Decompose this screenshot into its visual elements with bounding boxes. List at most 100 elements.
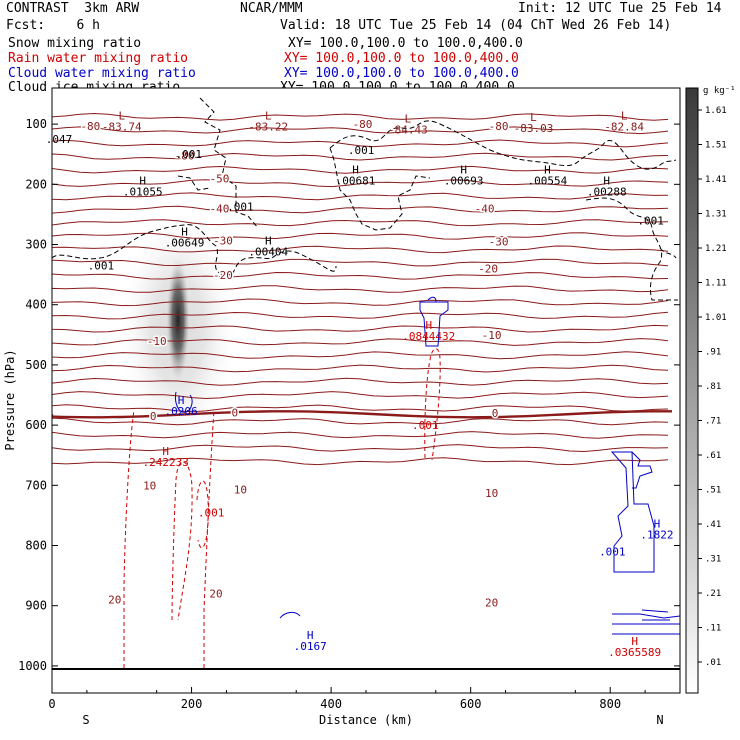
temperature-label: 10 — [143, 479, 156, 492]
colorbar-label: .21 — [705, 589, 721, 599]
y-axis-label: Pressure (hPa) — [3, 349, 17, 450]
field-rain-name: Rain water mixing ratio — [8, 51, 189, 66]
isotherm — [52, 152, 669, 161]
extremum-kind: H — [181, 225, 188, 238]
init-time: Init: 12 UTC Tue 25 Feb 14 — [518, 1, 722, 16]
isotherm — [52, 444, 669, 453]
cloud-ice-contour — [52, 97, 678, 301]
model-title: CONTRAST 3km ARW — [6, 1, 140, 16]
temperature-label: 0 — [492, 407, 499, 420]
x-axis-label: Distance (km) — [319, 713, 413, 727]
contour-label: .001 — [637, 214, 664, 227]
temperature-label: -10 — [147, 335, 167, 348]
isotherm — [52, 165, 669, 174]
extremum-value: .00288 — [587, 185, 627, 198]
isotherm — [52, 431, 669, 439]
isotherm — [52, 126, 669, 135]
isotherm — [52, 351, 669, 360]
isotherm — [52, 391, 669, 400]
temperature-label: -80 — [489, 120, 509, 133]
colorbar-label: .81 — [705, 382, 721, 392]
temperature-label: -20 — [478, 263, 498, 276]
colorbar-label: .41 — [705, 520, 721, 530]
isotherm — [52, 258, 669, 267]
contour-label: .001 — [227, 201, 254, 214]
isotherm — [52, 404, 669, 413]
isotherm — [52, 324, 669, 333]
temperature-label: 10 — [234, 484, 247, 497]
valid-time: Valid: 18 UTC Tue 25 Feb 14 (04 ChT Wed … — [280, 18, 672, 33]
field-snow-name: Snow mixing ratio — [8, 36, 142, 51]
extremum-value: .0844432 — [402, 330, 455, 343]
temperature-label: -40 — [210, 202, 230, 215]
isotherm — [52, 139, 669, 148]
x-tick-label: 600 — [460, 697, 482, 711]
y-tick-label: 400 — [25, 298, 47, 312]
extremum-kind: L — [530, 111, 537, 124]
y-tick-label: 900 — [25, 599, 47, 613]
y-tick-label: 800 — [25, 539, 47, 553]
colorbar-unit: g kg⁻¹ — [703, 86, 736, 96]
temperature-label: -80 — [80, 120, 100, 133]
extremum-kind: H — [544, 163, 551, 176]
extremum-kind: L — [265, 109, 272, 122]
end-label-right: N — [656, 713, 663, 727]
x-tick-label: 400 — [320, 697, 342, 711]
extremum-kind: H — [603, 174, 610, 187]
temperature-label: -40 — [475, 202, 495, 215]
colorbar-label: .71 — [705, 417, 721, 427]
center-label: NCAR/MMM — [240, 1, 303, 16]
extremum-value: .1822 — [640, 528, 673, 541]
isotherm — [52, 232, 669, 240]
colorbar-label: .51 — [705, 486, 721, 496]
temperature-label: -50 — [210, 172, 230, 185]
extremum-value: .00554 — [528, 174, 568, 187]
colorbar-label: .01 — [705, 658, 721, 668]
colorbar-ticks: .01 .11 .21 .31 .41 .51 .61 .71 .81 .91 1.01 1.11 1.… — [698, 106, 727, 668]
extremum-kind: H — [460, 163, 467, 176]
temperature-contours — [52, 112, 672, 466]
temperature-label: 20 — [209, 588, 222, 601]
colorbar-label: .31 — [705, 555, 721, 565]
extremum-kind: H — [425, 319, 432, 332]
contour-label: .001 — [348, 144, 375, 157]
forecast-hour: Fcst: 6 h — [6, 18, 100, 33]
extremum-kind: H — [178, 394, 185, 407]
temperature-label: 20 — [108, 594, 121, 607]
extremum-value: .00681 — [336, 174, 376, 187]
extremum-value: .0206 — [165, 405, 198, 418]
extremum-kind: L — [405, 112, 412, 125]
cloud-water-contour — [175, 296, 680, 635]
extremum-value: .242233 — [143, 456, 189, 469]
colorbar-label: 1.51 — [705, 141, 727, 151]
field-cloudwater-name: Cloud water mixing ratio — [8, 66, 196, 81]
y-tick-label: 500 — [25, 358, 47, 372]
temperature-label: 20 — [485, 597, 498, 610]
contour-label: .001 — [412, 419, 439, 432]
extremum-kind: H — [265, 235, 272, 248]
y-tick-label: 600 — [25, 418, 47, 432]
temperature-label: 0 — [232, 406, 239, 419]
extremum-kind: H — [139, 174, 146, 187]
extremum-value: .00649 — [165, 236, 205, 249]
freezing-level — [52, 410, 672, 419]
extremum-value: .01055 — [123, 185, 163, 198]
extremum-kind: H — [307, 629, 314, 642]
colorbar-label: 1.01 — [705, 313, 727, 323]
field-cloudwater-xy: XY= 100.0,100.0 to 100.0,400.0 — [284, 66, 519, 81]
extremum-value: .0365589 — [608, 646, 661, 659]
isotherm — [52, 311, 669, 320]
extremum-kind: H — [352, 163, 359, 176]
isotherm — [52, 338, 669, 346]
y-tick-label: 700 — [25, 478, 47, 492]
isotherm — [52, 298, 669, 307]
contour-label: .001 — [176, 148, 203, 161]
y-tick-label: 200 — [25, 177, 47, 191]
annotations: -80 -80 -80 -80 -50 -40 -40 -30 -30 -20 -20 -10 -10 0… — [46, 109, 674, 659]
extremum-value: .0167 — [294, 640, 327, 653]
extremum-value: -82.84 — [604, 120, 644, 133]
contour-label: .047 — [46, 133, 73, 146]
extremum-kind: L — [118, 109, 125, 122]
